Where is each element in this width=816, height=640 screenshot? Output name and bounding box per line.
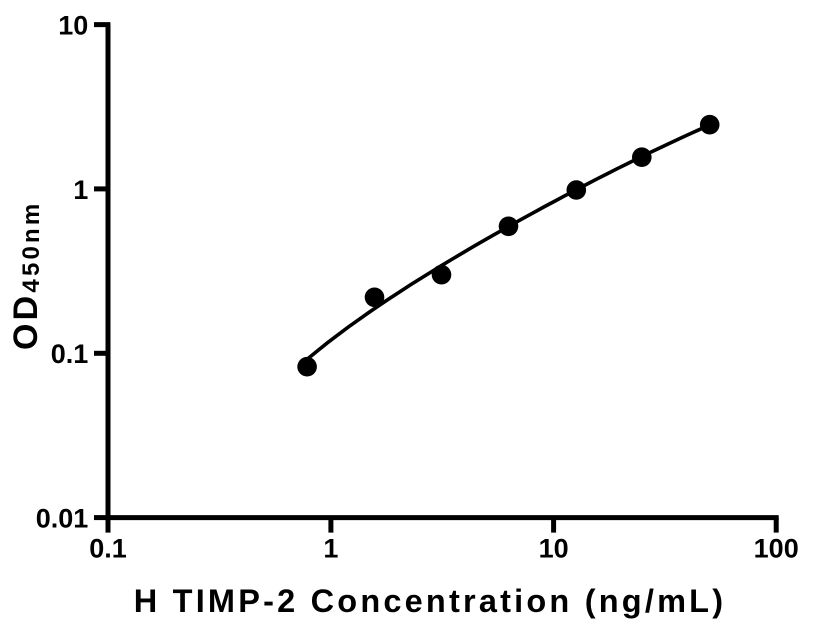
svg-text:10: 10 — [58, 11, 88, 41]
svg-text:0.01: 0.01 — [36, 504, 89, 534]
svg-text:1: 1 — [323, 534, 338, 564]
svg-text:0.1: 0.1 — [51, 339, 89, 369]
svg-text:H TIMP-2 Concentration (ng/mL): H TIMP-2 Concentration (ng/mL) — [134, 583, 727, 619]
svg-text:1: 1 — [73, 175, 88, 205]
svg-text:10: 10 — [539, 534, 569, 564]
svg-text:0.1: 0.1 — [89, 534, 127, 564]
svg-text:100: 100 — [754, 534, 799, 564]
